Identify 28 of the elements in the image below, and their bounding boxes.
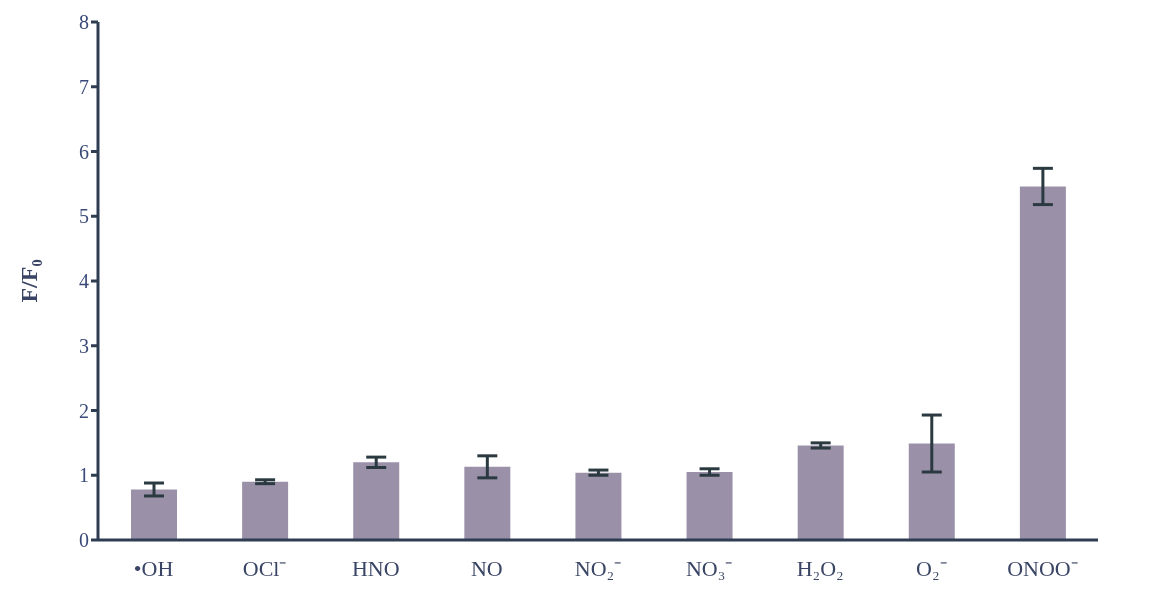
bar [242, 481, 289, 540]
x-tick-label: H₂O₂ [796, 555, 844, 581]
y-tick-label: 8 [79, 11, 89, 34]
x-tick-label: NO₃⁻ [685, 555, 733, 581]
x-tick-label: HNO [351, 555, 400, 581]
x-tick-label: NO [471, 555, 503, 581]
x-tick-label: ONOO⁻ [1007, 555, 1078, 581]
bar [353, 462, 400, 540]
bar [908, 443, 955, 540]
x-tick-label: OCl⁻ [242, 555, 287, 581]
bar [131, 489, 177, 540]
y-tick-label: 5 [79, 205, 89, 228]
bar [797, 445, 844, 540]
y-tick-label: 1 [79, 464, 89, 487]
y-tick-label: 0 [79, 529, 89, 552]
bar [686, 472, 733, 540]
y-tick-label: 7 [79, 75, 89, 98]
y-axis-title: F/F₀ [15, 259, 42, 303]
y-tick-label: 6 [79, 140, 89, 163]
y-tick-label: 2 [79, 399, 89, 422]
x-tick-label: •OH [133, 555, 174, 581]
y-tick-label: 3 [79, 334, 89, 357]
x-tick-label: O₂⁻ [916, 555, 947, 581]
y-tick-label: 4 [79, 270, 89, 293]
bar [575, 472, 622, 540]
x-tick-label: NO₂⁻ [574, 555, 622, 581]
bar [464, 466, 511, 540]
bar [1019, 186, 1066, 540]
